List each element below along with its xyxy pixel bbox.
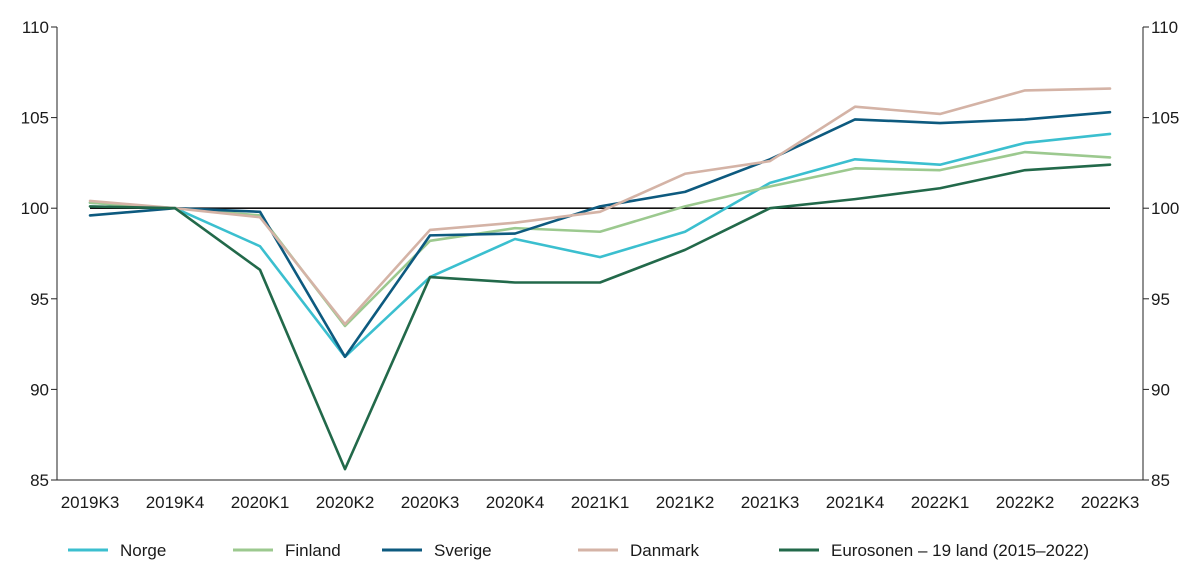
series-line-danmark	[88, 87, 1112, 326]
x-tick-label: 2019K4	[146, 493, 205, 512]
y-tick-label-right: 90	[1151, 380, 1170, 399]
y-tick-labels: 85 85 90 90 95 95 100 100 105 105 110 110	[21, 18, 1180, 490]
legend: Norge Finland Sverige Danmark Eurosonen – 19…	[68, 541, 1089, 560]
series-line-finland	[88, 150, 1112, 328]
y-tick-label-left: 110	[22, 18, 49, 37]
series-line-norge	[88, 132, 1112, 359]
y-tick-label-left: 95	[30, 290, 49, 309]
x-tick-label: 2022K3	[1081, 493, 1140, 512]
x-tick-label: 2021K3	[741, 493, 800, 512]
x-tick-labels: 2019K3 2019K4 2020K1 2020K2 2020K3 2020K4 2021…	[61, 493, 1140, 512]
x-tick-label: 2020K3	[401, 493, 460, 512]
x-tick-label: 2020K4	[486, 493, 545, 512]
x-tick-label: 2021K1	[571, 493, 630, 512]
y-tick-label-right: 85	[1151, 471, 1170, 490]
y-tick-label-right: 110	[1151, 18, 1178, 37]
y-tick-label-left: 90	[30, 380, 49, 399]
y-tick-label-left: 100	[21, 199, 49, 218]
y-tick-label-right: 100	[1151, 199, 1179, 218]
legend-label: Danmark	[630, 541, 699, 560]
x-tick-label: 2020K2	[316, 493, 375, 512]
y-tick-label-left: 85	[30, 471, 49, 490]
x-tick-label: 2019K3	[61, 493, 120, 512]
legend-label: Norge	[120, 541, 166, 560]
series-line-sverige	[88, 110, 1112, 359]
x-tick-label: 2022K1	[911, 493, 970, 512]
legend-label: Eurosonen – 19 land (2015–2022)	[831, 541, 1089, 560]
y-tick-label-right: 105	[1151, 109, 1179, 128]
x-tick-label: 2021K2	[656, 493, 715, 512]
y-tick-label-right: 95	[1151, 290, 1170, 309]
axes	[56, 27, 1144, 481]
y-tick-label-left: 105	[21, 109, 49, 128]
series-line-eurosonen	[88, 163, 1112, 471]
x-tick-label: 2022K2	[996, 493, 1055, 512]
x-tick-label: 2021K4	[826, 493, 885, 512]
x-tick-label: 2020K1	[231, 493, 290, 512]
series-group	[88, 87, 1112, 471]
legend-label: Finland	[285, 541, 341, 560]
legend-label: Sverige	[434, 541, 492, 560]
